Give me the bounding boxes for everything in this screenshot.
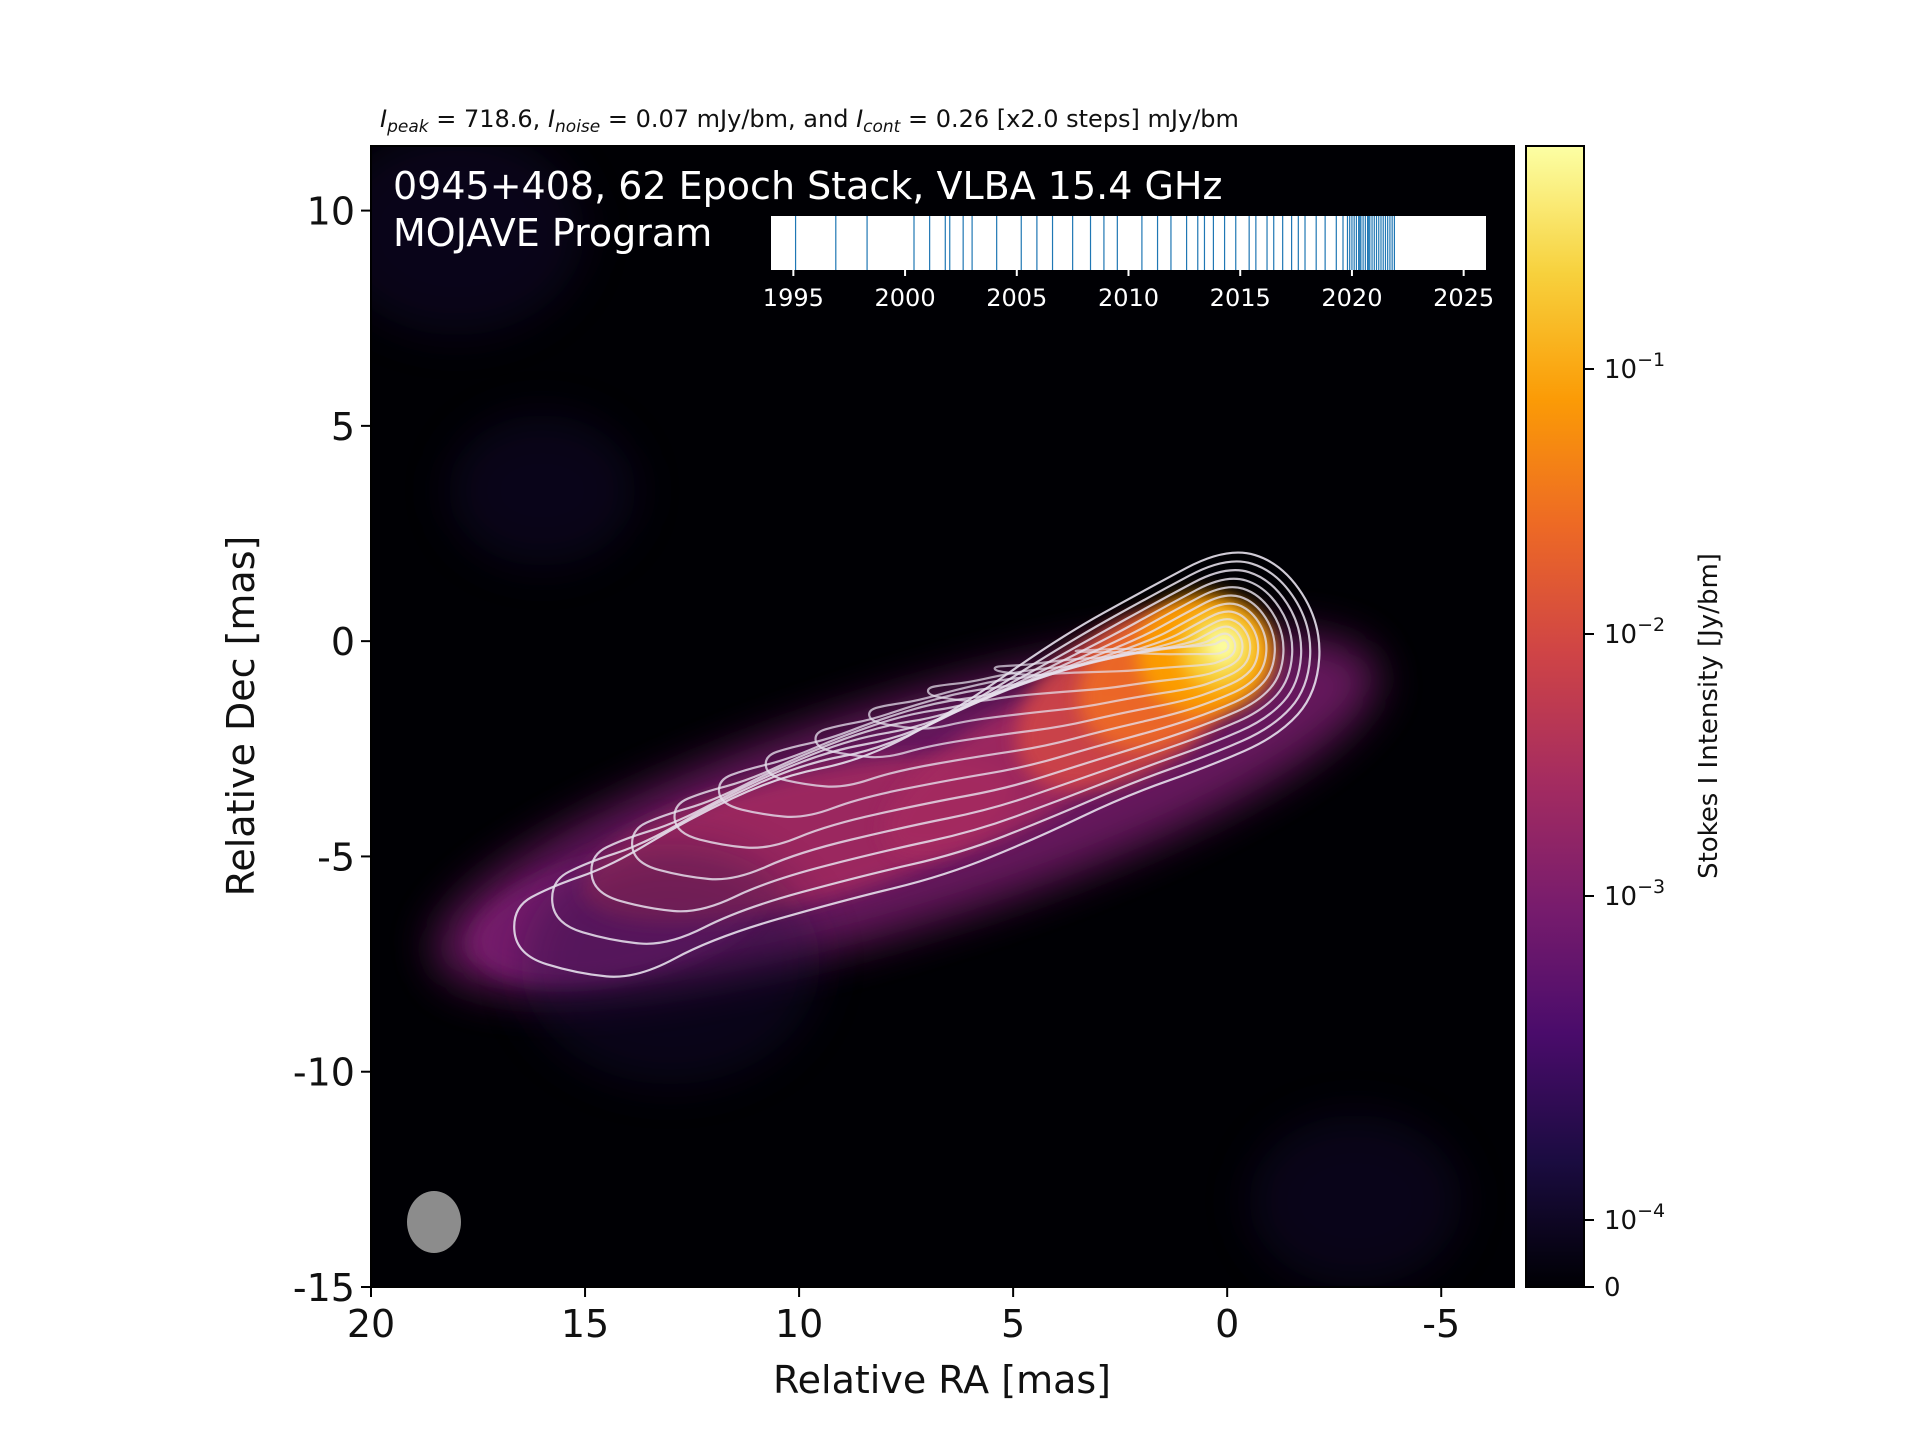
colorbar-tick-label: 10−2 [1604,614,1665,650]
colorbar-label: Stokes I Intensity [Jy/bm] [1694,553,1724,879]
y-tick-label: -10 [293,1051,355,1095]
contour-line [764,602,1268,788]
y-axis-label: Relative Dec [mas] [219,536,263,897]
timeline-tick-label: 2005 [986,284,1047,312]
x-axis: 20 15 10 5 0 -5 [347,1287,1460,1346]
colorbar-fill [1525,145,1585,1288]
x-tick-label: 15 [561,1302,609,1346]
image-frame [370,145,1515,1288]
diffuse-emission [521,843,821,1085]
intensity-header: Ipeak = 718.6, Inoise = 0.07 mJy/bm, and… [380,105,1239,137]
x-tick-label: 5 [1001,1302,1025,1346]
y-axis: 10 5 0 -5 -10 -15 [293,190,371,1310]
x-tick-label: 10 [775,1302,823,1346]
contour-line [1074,639,1230,656]
colorbar-tick-label: 0 [1604,1273,1621,1303]
y-tick-label: 5 [331,405,355,449]
contour-line [926,625,1244,703]
y-tick-label: 10 [307,190,355,234]
contour-line [814,610,1260,759]
epoch-markers [794,216,1395,270]
diffuse-emission [1248,1114,1463,1287]
timeline-axis: 1995 2000 2005 2010 2015 2020 2025 [763,270,1494,312]
contour-line [717,594,1276,818]
colorbar-tick-label: 10−4 [1604,1200,1665,1236]
contour-line [590,569,1303,913]
colorbar-tick-label: 10−3 [1604,876,1665,912]
x-tick-label: 0 [1215,1302,1239,1346]
timeline-tick-label: 2025 [1433,284,1494,312]
timeline-tick-label: 2015 [1210,284,1271,312]
x-axis-label: Relative RA [mas] [773,1358,1111,1402]
timeline-tick-label: 2000 [875,284,936,312]
contour-line [551,560,1312,945]
contour-line [868,618,1252,730]
colorbar: 0 10−4 10−3 10−2 10−1 Stokes I Intensity [Jy… [1525,145,1724,1303]
beam-ellipse [407,1191,461,1253]
y-tick-label: -5 [317,835,355,879]
contour-line [513,551,1321,978]
diffuse-emission [371,146,585,336]
x-tick-label: -5 [1422,1302,1460,1346]
y-tick-label: 0 [331,620,355,664]
contour-line [993,632,1237,677]
timeline-tick-label: 2020 [1321,284,1382,312]
contour-line [631,577,1294,881]
y-tick-label: -15 [293,1266,355,1310]
timeline-box [771,216,1486,270]
x-tick-label: 20 [347,1302,395,1346]
contour-line [673,586,1285,849]
colorbar-axis: 0 10−4 10−3 10−2 10−1 [1584,349,1665,1303]
overlay-title-line1: 0945+408, 62 Epoch Stack, VLBA 15.4 GHz [393,164,1222,208]
timeline-tick-label: 2010 [1098,284,1159,312]
diffuse-emission [448,414,637,567]
epoch-timeline: 1995 2000 2005 2010 2015 2020 2025 [763,216,1494,312]
timeline-tick-label: 1995 [763,284,824,312]
overlay-title-line2: MOJAVE Program [393,211,712,255]
colorbar-tick-label: 10−1 [1604,349,1665,385]
contour-lines [513,551,1321,978]
